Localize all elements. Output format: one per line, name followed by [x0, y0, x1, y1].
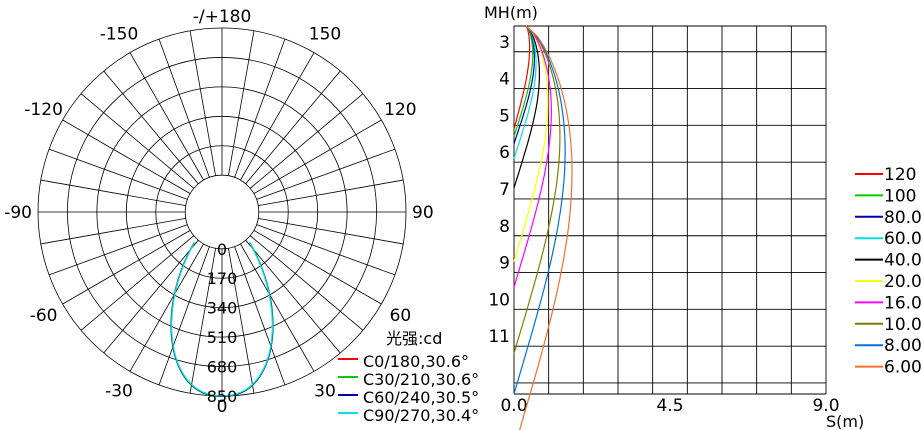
- iso-x-axis-label: S(m): [826, 412, 864, 430]
- polar-legend-label: C30/210,30.6°: [363, 370, 479, 389]
- polar-spoke: [62, 119, 191, 194]
- polar-spoke: [245, 70, 341, 185]
- polar-spoke: [234, 246, 286, 386]
- iso-legend-label: 6.00: [884, 358, 922, 378]
- polar-spoke: [253, 119, 382, 194]
- polar-spoke: [258, 217, 404, 245]
- polar-spoke: [129, 243, 204, 372]
- iso-x-tick-label: 0.0: [500, 396, 527, 416]
- polar-legend-label: C90/270,30.4°: [363, 406, 479, 425]
- polar-spoke: [40, 217, 186, 245]
- iso-curve-2: [513, 25, 536, 144]
- polar-spoke: [249, 235, 364, 331]
- iso-legend-label: 100: [884, 186, 916, 206]
- iso-y-tick-label: 4: [499, 70, 510, 90]
- polar-unit-label: 光强:cd: [386, 329, 442, 348]
- iso-curve-6: [513, 25, 553, 288]
- iso-y-tick-label: 11: [488, 327, 510, 347]
- polar-angle-label: 60: [390, 306, 412, 326]
- iso-curve-1: [513, 25, 534, 137]
- polar-spoke: [240, 243, 315, 372]
- polar-angle-label: 90: [412, 203, 434, 223]
- iso-x-tick-label: 4.5: [656, 396, 683, 416]
- iso-curve-3: [513, 25, 537, 159]
- iso-y-tick-label: 6: [499, 143, 510, 163]
- polar-spoke: [227, 30, 255, 176]
- iso-y-tick-label: 7: [499, 180, 510, 200]
- iso-curve-5: [513, 25, 549, 262]
- polar-spoke: [258, 179, 404, 207]
- iso-y-tick-label: 8: [499, 217, 510, 237]
- polar-legend-label: C60/240,30.5°: [363, 388, 479, 407]
- polar-spoke: [48, 148, 188, 200]
- polar-radial-label: 170: [207, 269, 238, 288]
- polar-spoke: [129, 52, 204, 181]
- polar-angle-label: 30: [314, 381, 336, 401]
- polar-radial-label: 850: [207, 387, 238, 406]
- polar-spoke: [245, 239, 341, 354]
- polar-spoke: [256, 224, 396, 276]
- polar-spoke: [249, 93, 364, 189]
- polar-series-3: [170, 241, 274, 397]
- polar-angle-label: -120: [24, 100, 63, 120]
- iso-legend-label: 8.00: [884, 336, 922, 356]
- polar-angle-label: -/+180: [193, 7, 252, 27]
- polar-angle-label: -90: [4, 203, 32, 223]
- polar-spoke: [253, 230, 382, 305]
- iso-legend-label: 120: [884, 165, 916, 185]
- polar-radial-label: 0: [217, 240, 227, 259]
- polar-spoke: [227, 248, 255, 394]
- iso-legend-label: 60.0: [884, 229, 922, 249]
- polar-ring-0: [184, 174, 260, 250]
- polar-radial-label: 680: [207, 358, 238, 377]
- polar-spoke: [158, 246, 210, 386]
- iso-legend-label: 10.0: [884, 315, 922, 335]
- polar-spoke: [256, 148, 396, 200]
- iso-y-tick-label: 9: [499, 254, 510, 274]
- polar-spoke: [234, 38, 286, 178]
- polar-angle-label: -30: [105, 381, 133, 401]
- iso-legend-label: 16.0: [884, 293, 922, 313]
- polar-spoke: [240, 52, 315, 181]
- polar-spoke: [158, 38, 210, 178]
- polar-spoke: [189, 30, 217, 176]
- iso-curve-0: [513, 25, 531, 130]
- polar-spoke: [40, 179, 186, 207]
- iso-y-tick-label: 3: [499, 33, 510, 53]
- iso-curve-9: [518, 25, 573, 430]
- polar-radial-label: 510: [207, 328, 238, 347]
- iso-legend-label: 20.0: [884, 272, 922, 292]
- iso-curve-7: [513, 25, 561, 354]
- polar-spoke: [62, 230, 191, 305]
- iso-x-tick-label: 9.0: [812, 396, 839, 416]
- polar-angle-label: 150: [309, 25, 341, 45]
- iso-y-tick-label: 5: [499, 106, 510, 126]
- iso-y-tick-label: 10: [488, 290, 510, 310]
- iso-legend-label: 80.0: [884, 208, 922, 228]
- polar-spoke: [80, 235, 195, 331]
- polar-angle-label: -60: [30, 306, 58, 326]
- polar-spoke: [103, 239, 199, 354]
- polar-spoke: [80, 93, 195, 189]
- iso-curve-8: [513, 25, 566, 395]
- polar-radial-label: 340: [207, 299, 238, 318]
- iso-y-axis-label: MH(m): [484, 3, 538, 22]
- polar-spoke: [48, 224, 188, 276]
- iso-legend-label: 40.0: [884, 251, 922, 271]
- polar-angle-label: 0: [217, 397, 228, 417]
- polar-angle-label: 120: [384, 100, 416, 120]
- polar-chart: 0 170 340 510 680 850 -/+180 150 -150 120 -120 90 -9…: [4, 7, 479, 425]
- polar-spoke: [189, 248, 217, 394]
- iso-curve-4: [513, 25, 541, 189]
- polar-spoke: [103, 70, 199, 185]
- polar-legend-label: C0/180,30.6°: [363, 352, 469, 371]
- polar-angle-label: -150: [100, 25, 139, 45]
